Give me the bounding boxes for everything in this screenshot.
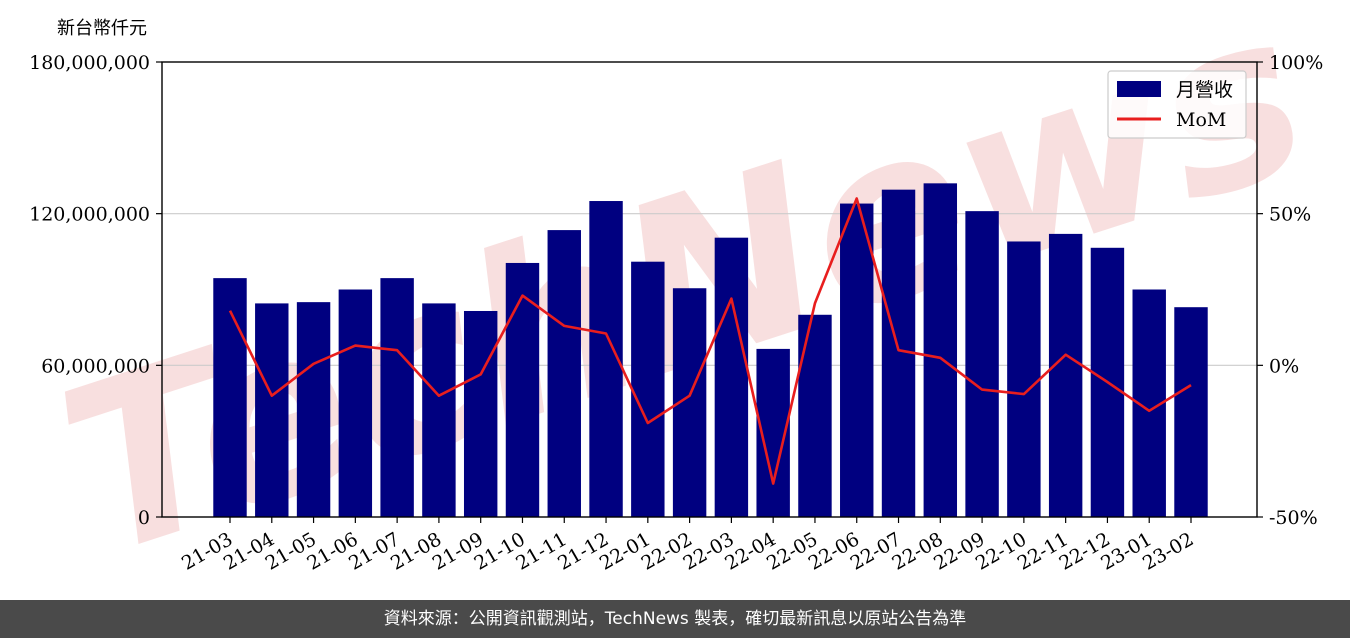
bar-22-10 [1007,241,1041,517]
bar-21-03 [213,278,247,517]
revenue-chart: TechNews 060,000,000120,000,000180,000,0… [29,0,1335,600]
bar-21-06 [338,289,373,517]
y-left-tick-label: 120,000,000 [29,204,150,226]
bar-22-08 [923,183,958,518]
bar-21-07 [380,278,414,517]
y-left-tick-label: 180,000,000 [29,52,150,74]
bar-21-10 [505,262,540,517]
bar-21-09 [463,310,498,517]
mom-line [228,197,1192,485]
legend-label-revenue: 月營收 [1176,79,1233,101]
y-left-tick-label: 0 [138,507,150,529]
bar-21-08 [422,303,456,517]
legend-swatch-bar [1117,81,1161,97]
bar-22-03 [714,237,749,518]
bar-22-11 [1048,233,1083,517]
bar-series [213,183,1208,518]
y-right-tick-label: 50% [1269,204,1311,226]
bar-22-09 [965,211,999,517]
plot-frame [161,61,1258,518]
y-right-tick-label: 100% [1269,52,1323,74]
mom-line-series [228,197,1192,485]
bar-21-11 [547,230,581,517]
bar-22-06 [840,203,874,518]
y-right-tick-label: 0% [1269,355,1299,377]
y-right-tick-label: -50% [1269,507,1318,529]
y-left-tick-label: 60,000,000 [41,355,150,377]
bar-23-02 [1174,307,1208,517]
bar-21-05 [296,302,331,517]
bar-22-05 [798,314,832,517]
bar-22-01 [631,261,665,517]
legend: 月營收 MoM [1107,70,1247,139]
legend-label-mom: MoM [1176,109,1226,131]
y-axis-unit-label: 新台幣仟元 [57,18,147,39]
source-footer: 資料來源：公開資訊觀測站，TechNews 製表，確切最新訊息以原站公告為準 [0,600,1350,638]
bar-21-04 [255,303,289,517]
